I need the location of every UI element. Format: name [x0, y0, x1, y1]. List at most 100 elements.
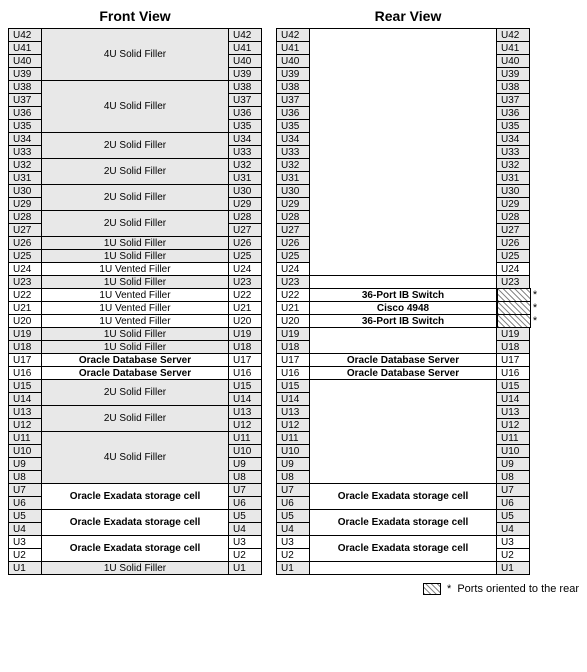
u-label: U11 — [8, 431, 42, 445]
rack-title: Front View — [8, 8, 262, 24]
u-label: U26 — [496, 236, 530, 250]
u-label: U24 — [496, 262, 530, 276]
u-labels-right: U42U41U40U39U38U37U36U35U34U33U32U31U30U… — [496, 28, 530, 575]
u-label: U3 — [8, 535, 42, 549]
star-cell: * — [530, 288, 540, 302]
u-label: U29 — [276, 197, 310, 211]
u-label: U1 — [228, 561, 262, 575]
u-label: U36 — [276, 106, 310, 120]
u-label: U12 — [496, 418, 530, 432]
u-label: U3 — [228, 535, 262, 549]
u-label: U22 — [8, 288, 42, 302]
device-slot: 4U Solid Filler — [41, 431, 229, 484]
device-label: 2U Solid Filler — [104, 218, 166, 229]
star-cell — [530, 184, 540, 198]
u-label: U1 — [8, 561, 42, 575]
u-label: U23 — [496, 275, 530, 289]
u-label: U34 — [496, 132, 530, 146]
u-label: U19 — [8, 327, 42, 341]
device-slot: Oracle Exadata storage cell — [41, 483, 229, 510]
star-cell — [530, 366, 540, 380]
u-label: U17 — [228, 353, 262, 367]
u-label: U30 — [228, 184, 262, 198]
u-label: U23 — [276, 275, 310, 289]
u-label: U10 — [228, 444, 262, 458]
star-cell — [530, 392, 540, 406]
rack-body: U42U41U40U39U38U37U36U35U34U33U32U31U30U… — [8, 28, 262, 575]
u-label: U40 — [8, 54, 42, 68]
u-label: U42 — [496, 28, 530, 42]
u-label: U7 — [496, 483, 530, 497]
star-cell — [530, 535, 540, 549]
u-label: U28 — [276, 210, 310, 224]
u-label: U29 — [228, 197, 262, 211]
u-label: U38 — [496, 80, 530, 94]
u-label: U8 — [276, 470, 310, 484]
u-label: U18 — [276, 340, 310, 354]
empty-slot — [309, 379, 497, 484]
u-label: U42 — [228, 28, 262, 42]
u-label: U14 — [8, 392, 42, 406]
legend-star: * — [447, 583, 451, 595]
u-label: U31 — [228, 171, 262, 185]
device-label: 1U Solid Filler — [104, 238, 166, 249]
u-label: U19 — [276, 327, 310, 341]
u-label: U17 — [496, 353, 530, 367]
u-labels-left: U42U41U40U39U38U37U36U35U34U33U32U31U30U… — [276, 28, 310, 575]
device-column: 36-Port IB SwitchCisco 494836-Port IB Sw… — [309, 28, 497, 575]
u-label: U34 — [8, 132, 42, 146]
device-slot: 1U Vented Filler — [41, 262, 229, 276]
u-label: U5 — [276, 509, 310, 523]
u-label: U25 — [496, 249, 530, 263]
device-slot: 2U Solid Filler — [41, 184, 229, 211]
device-label: Oracle Exadata storage cell — [338, 517, 469, 528]
u-label: U33 — [8, 145, 42, 159]
u-label: U25 — [228, 249, 262, 263]
u-label: U35 — [8, 119, 42, 133]
u-label: U7 — [8, 483, 42, 497]
u-label: U25 — [276, 249, 310, 263]
u-label: U8 — [496, 470, 530, 484]
device-slot: 1U Vented Filler — [41, 314, 229, 328]
device-slot: Cisco 4948 — [309, 301, 497, 315]
u-label: U15 — [8, 379, 42, 393]
u-label: U42 — [276, 28, 310, 42]
star-cell — [530, 561, 540, 575]
star-cell — [530, 470, 540, 484]
u-label: U18 — [496, 340, 530, 354]
u-label: U31 — [496, 171, 530, 185]
device-slot: 1U Solid Filler — [41, 249, 229, 263]
device-slot: Oracle Exadata storage cell — [41, 509, 229, 536]
u-label: U29 — [8, 197, 42, 211]
u-label: U3 — [496, 535, 530, 549]
device-slot: 2U Solid Filler — [41, 132, 229, 159]
star-cell — [530, 210, 540, 224]
rack-container: Front View U42U41U40U39U38U37U36U35U34U33… — [8, 8, 579, 575]
device-label: Oracle Database Server — [347, 368, 459, 379]
u-label: U36 — [8, 106, 42, 120]
u-label: U25 — [8, 249, 42, 263]
rack-title: Rear View — [276, 8, 540, 24]
u-label: U38 — [228, 80, 262, 94]
u-label: U19 — [228, 327, 262, 341]
star-cell — [530, 249, 540, 263]
rack-rear: Rear View U42U41U40U39U38U37U36U35U34U33U… — [276, 8, 540, 575]
star-cell — [530, 158, 540, 172]
device-slot: Oracle Exadata storage cell — [309, 509, 497, 536]
device-slot: Oracle Exadata storage cell — [41, 535, 229, 562]
device-label: 1U Solid Filler — [104, 251, 166, 262]
u-label: U8 — [228, 470, 262, 484]
u-label: U35 — [228, 119, 262, 133]
u-label: U2 — [228, 548, 262, 562]
device-label: 36-Port IB Switch — [362, 290, 444, 301]
device-label: 1U Vented Filler — [99, 303, 170, 314]
device-label: 4U Solid Filler — [104, 49, 166, 60]
star-cell — [530, 431, 540, 445]
device-slot: 1U Solid Filler — [41, 236, 229, 250]
star-cell — [530, 223, 540, 237]
star-cell — [530, 418, 540, 432]
u-label: U28 — [228, 210, 262, 224]
u-label: U7 — [276, 483, 310, 497]
u-label: U30 — [276, 184, 310, 198]
rack-front: Front ViewU42U41U40U39U38U37U36U35U34U33… — [8, 8, 262, 575]
